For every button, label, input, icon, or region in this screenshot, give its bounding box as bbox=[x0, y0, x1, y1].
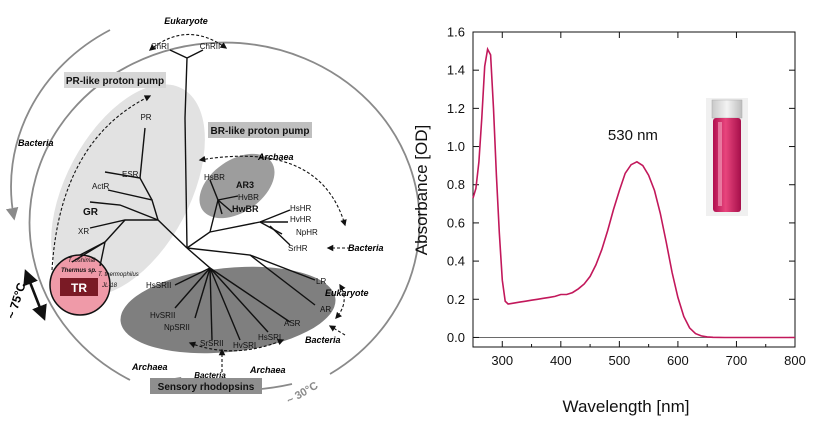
leaf-hshr: HsHR bbox=[290, 204, 312, 213]
leaf-hsbr: HsBR bbox=[204, 173, 225, 182]
bacteria-left-arrow bbox=[51, 95, 152, 271]
archaea-sensory-arrow bbox=[188, 338, 285, 352]
leaf-hvsri: HvSRI bbox=[233, 341, 256, 350]
dashed-arrows bbox=[51, 33, 350, 372]
archaea-br-label: Archaea bbox=[257, 152, 294, 162]
plot-frame bbox=[472, 31, 796, 348]
tr-label: TR bbox=[71, 281, 87, 295]
pr-group-region bbox=[51, 84, 205, 296]
leaf-hvsrii: HvSRII bbox=[150, 311, 175, 320]
leaf-npsrii: NpSRII bbox=[164, 323, 190, 332]
series-line bbox=[472, 46, 795, 339]
x-tick-label: 400 bbox=[550, 353, 572, 368]
y-tick-label: 0.2 bbox=[447, 292, 465, 307]
tr-species-3: T. thermophilus bbox=[98, 272, 139, 278]
y-tick-label: 0.6 bbox=[447, 215, 465, 230]
pr-pump-box bbox=[64, 72, 166, 88]
absorbance-chart: 300 400 500 600 700 800 0.0 0.2 0.4 0.6 0.8 1.0 1.2… bbox=[412, 25, 806, 417]
archaea-sens-left-label: Archaea bbox=[131, 362, 168, 372]
tr-species-1: T. oshimai bbox=[68, 258, 96, 264]
leaf-hssri: HsSRI bbox=[258, 333, 281, 342]
tr-box bbox=[60, 278, 98, 296]
br-pump-box bbox=[208, 122, 312, 138]
y-tick-label: 0.4 bbox=[447, 254, 465, 269]
eukaryote-top-arrow bbox=[148, 33, 228, 51]
bacteria-asr-arrow bbox=[328, 325, 346, 336]
leaf-actr: ActR bbox=[92, 182, 110, 191]
x-tick-label: 600 bbox=[667, 353, 689, 368]
pr-pump-label: PR-like proton pump bbox=[66, 76, 164, 87]
leaf-ar3: AR3 bbox=[236, 180, 254, 190]
archaea-br-arrow bbox=[198, 155, 347, 227]
x-tick-label: 700 bbox=[726, 353, 748, 368]
leaf-chrii: ChRII bbox=[200, 42, 220, 51]
leaf-gr: GR bbox=[83, 207, 99, 218]
outer-arrow-left bbox=[5, 29, 111, 221]
eukaryote-top-label: Eukaryote bbox=[164, 16, 208, 26]
leaf-srhr: SrHR bbox=[288, 244, 308, 253]
leaf-pr: PR bbox=[140, 113, 151, 122]
peak-annotation: 530 nm bbox=[608, 127, 658, 144]
bacteria-srhr-label: Bacteria bbox=[348, 243, 384, 253]
leaf-hssrii: HsSRII bbox=[146, 281, 171, 290]
y-tick-label: 1.2 bbox=[447, 101, 465, 116]
tr-species-2: Thermus sp. bbox=[61, 268, 97, 274]
x-tick-label: 800 bbox=[784, 353, 806, 368]
leaf-hvhr: HvHR bbox=[290, 215, 312, 224]
leaf-xr: XR bbox=[78, 227, 89, 236]
y-tick-label: 1.4 bbox=[447, 63, 465, 78]
x-axis: 300 400 500 600 700 800 bbox=[472, 32, 806, 368]
phylogenetic-tree: TR bbox=[4, 16, 421, 407]
leaf-hvbr: HvBR bbox=[238, 193, 259, 202]
x-axis-label: Wavelength [nm] bbox=[563, 397, 690, 416]
eukaryote-lr-arrow bbox=[335, 283, 346, 319]
y-axis: 0.0 0.2 0.4 0.6 0.8 1.0 1.2 1.4 1.6 bbox=[447, 25, 795, 345]
bacteria-asr-label: Bacteria bbox=[305, 335, 341, 345]
y-axis-label: Absorbance [OD] bbox=[412, 125, 431, 255]
leaf-nphr: NpHR bbox=[296, 228, 318, 237]
leaf-hwbr: HwBR bbox=[232, 204, 259, 214]
x-tick-label: 500 bbox=[609, 353, 631, 368]
eukaryote-lr-label: Eukaryote bbox=[325, 288, 369, 298]
leaf-ar: AR bbox=[320, 305, 331, 314]
leaf-esr: ESR bbox=[122, 170, 139, 179]
temp-hot-arrow bbox=[23, 269, 47, 321]
y-tick-label: 1.0 bbox=[447, 139, 465, 154]
bacteria-sens-label: Bacteria bbox=[194, 371, 226, 380]
x-tick-label: 300 bbox=[491, 353, 513, 368]
archaea-sens-right-label: Archaea bbox=[249, 365, 286, 375]
y-tick-label: 0.8 bbox=[447, 177, 465, 192]
leaf-asr: ASR bbox=[284, 319, 301, 328]
sensory-label: Sensory rhodopsins bbox=[158, 382, 255, 393]
sensory-box bbox=[150, 378, 262, 394]
tr-species-4: JL-18 bbox=[101, 283, 118, 289]
br-pump-label: BR-like proton pump bbox=[211, 126, 310, 137]
leaf-srsrii: SrSRII bbox=[200, 339, 224, 348]
leaf-lr: LR bbox=[316, 277, 326, 286]
y-tick-label: 1.6 bbox=[447, 25, 465, 40]
leaf-labels: ChRI ChRII PR ESR ActR GR XR HsBR AR3 Hv… bbox=[78, 42, 331, 350]
sample-vial bbox=[706, 98, 748, 216]
temp-hot-label: ~ 75°C bbox=[4, 281, 29, 321]
bacteria-left-label: Bacteria bbox=[18, 138, 54, 148]
y-tick-label: 0.0 bbox=[447, 330, 465, 345]
tr-species: T. oshimai Thermus sp. T. thermophilus J… bbox=[61, 258, 139, 289]
leaf-chri: ChRI bbox=[151, 42, 169, 51]
